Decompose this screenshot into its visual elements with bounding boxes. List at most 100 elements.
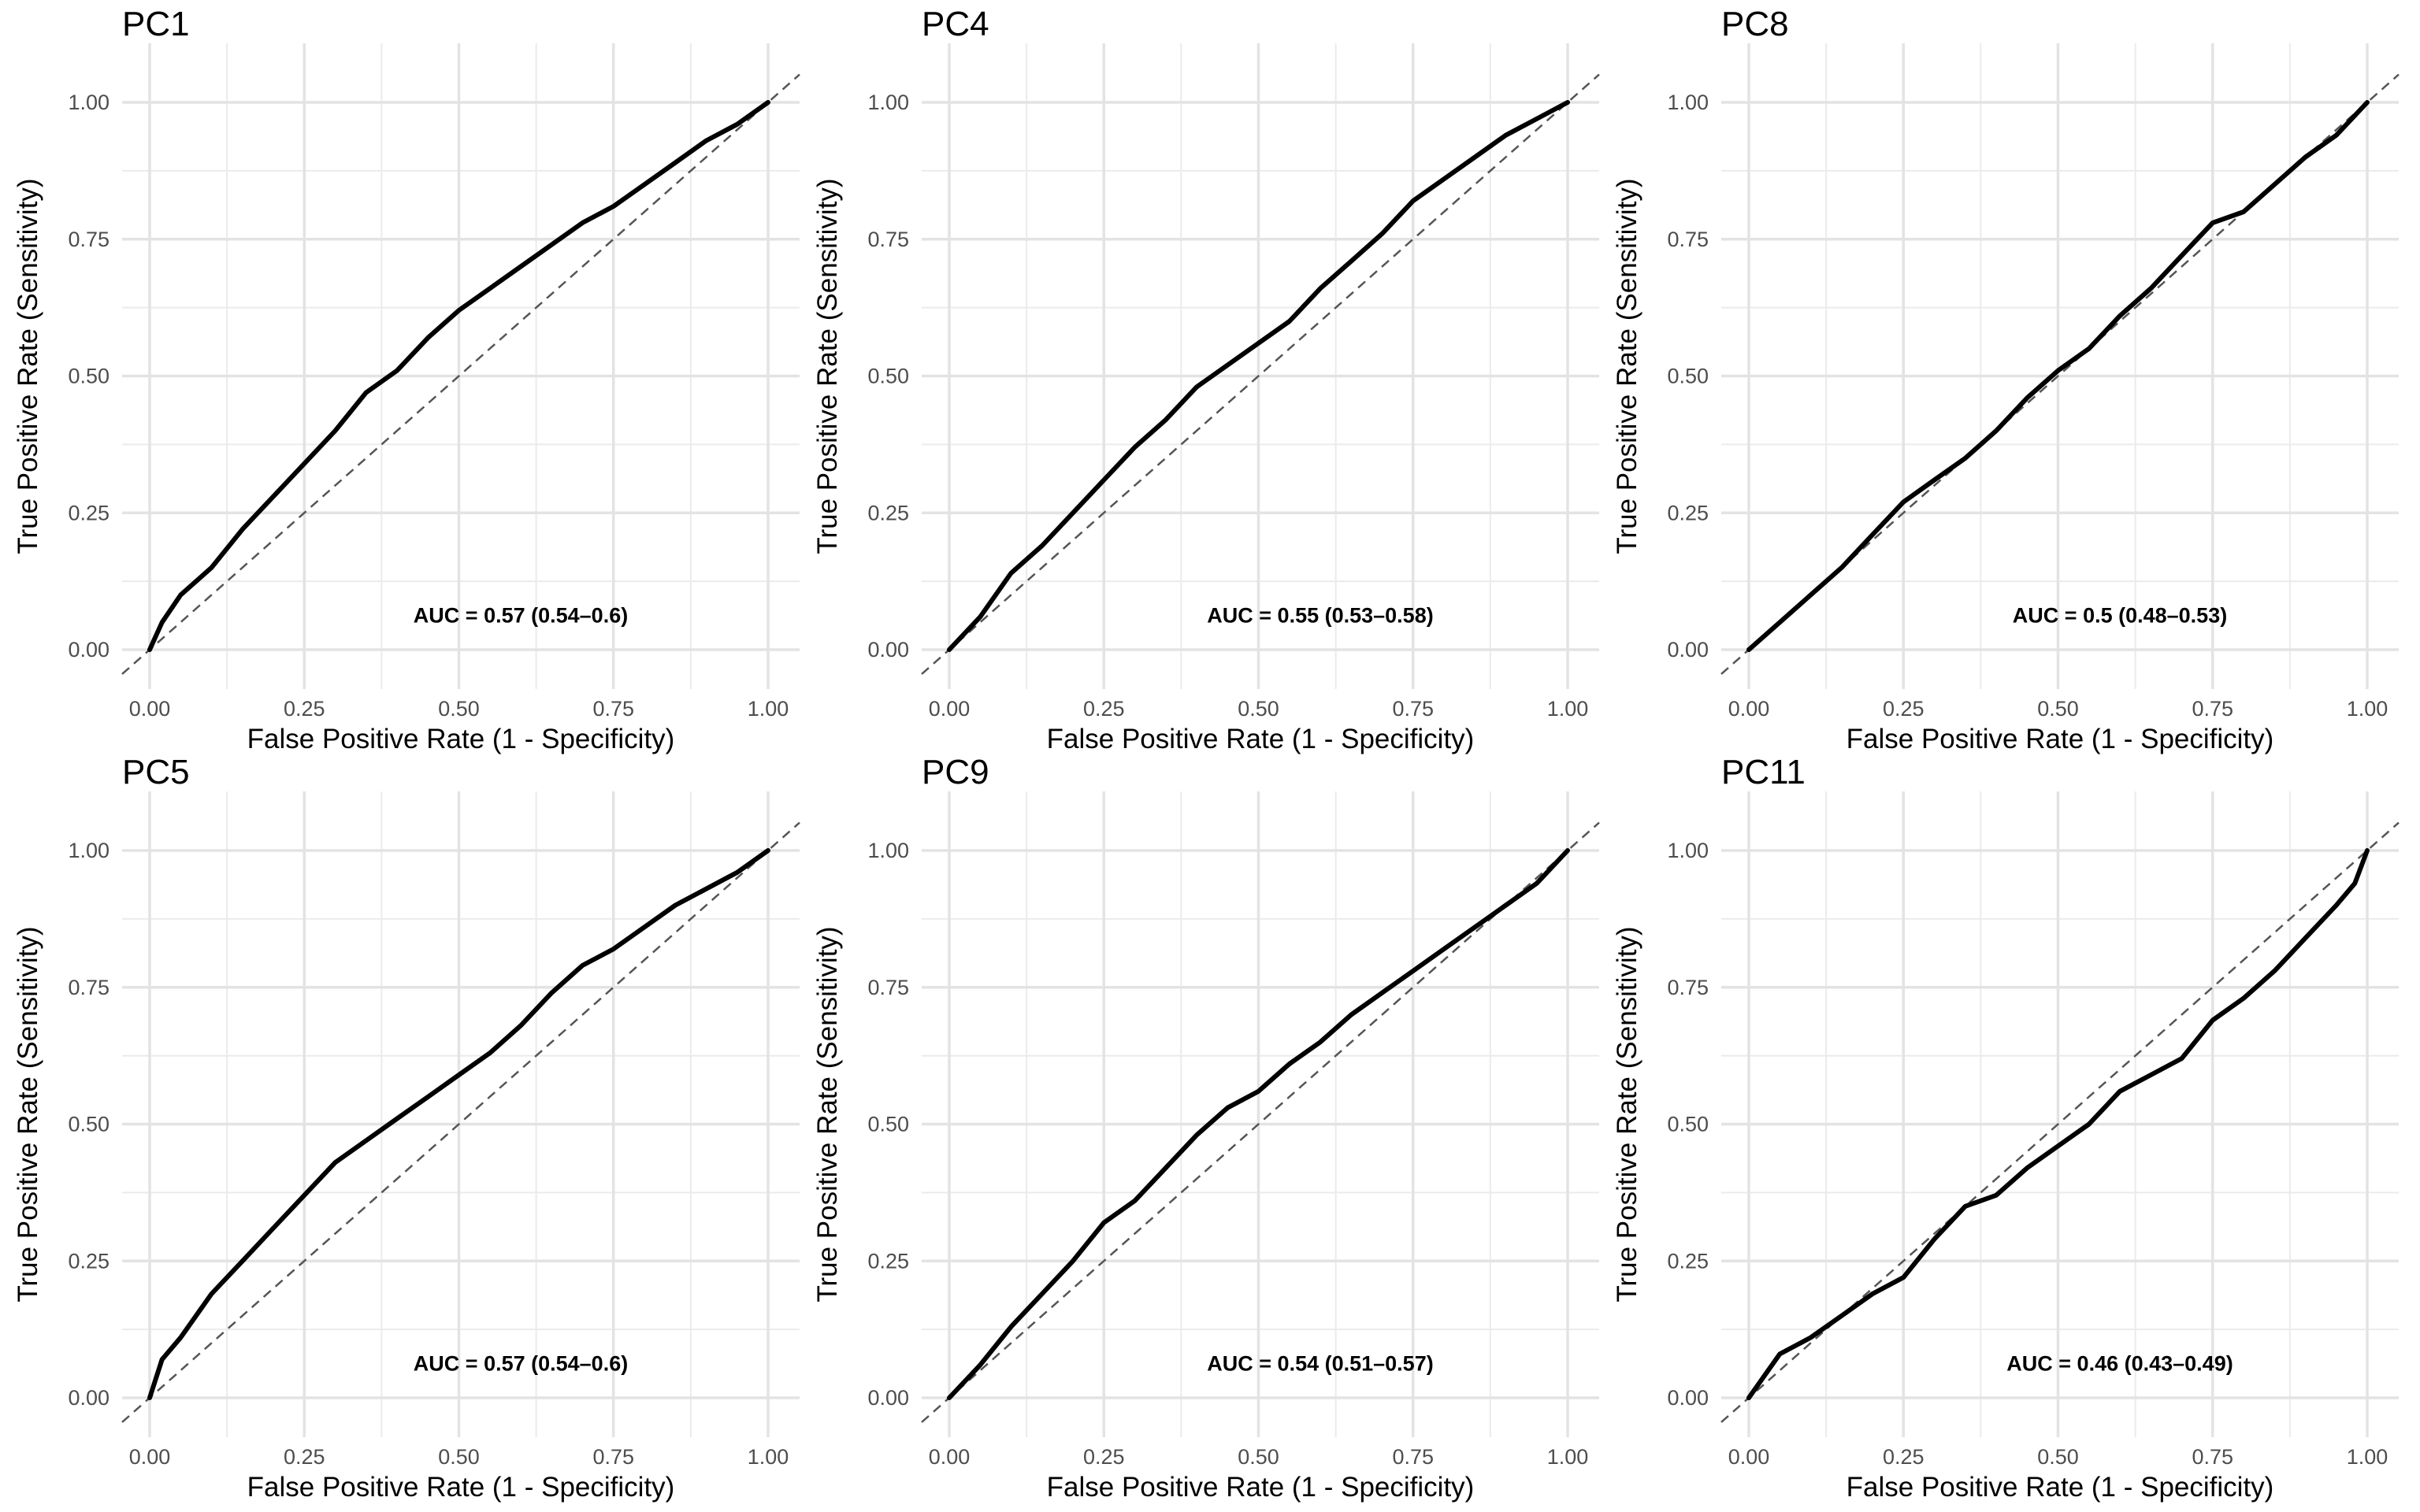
y-tick-label: 0.00 xyxy=(867,638,909,662)
x-tick-label: 0.00 xyxy=(929,697,971,721)
x-tick-label: 1.00 xyxy=(2347,1445,2388,1469)
x-tick-label: 0.75 xyxy=(1392,697,1434,721)
x-tick-label: 0.25 xyxy=(284,697,325,721)
x-axis-title: False Positive Rate (1 - Specificity) xyxy=(247,1472,675,1503)
y-tick-label: 0.50 xyxy=(1667,1113,1709,1136)
y-tick-label: 1.00 xyxy=(68,839,109,862)
roc-panel: PC9 0.00 0.25 0.50 0.75 1.00 0.00 0.25 0.50 0.75 1… xyxy=(812,753,1600,1503)
y-tick-label: 0.25 xyxy=(1667,1249,1709,1273)
y-axis-title: True Positive Rate (Sensitivity) xyxy=(1612,178,1642,554)
auc-annotation: AUC = 0.57 (0.54–0.6) xyxy=(414,1351,628,1375)
y-tick-label: 0.50 xyxy=(68,365,109,388)
panel-title: PC8 xyxy=(1721,5,1789,43)
y-tick-label: 0.50 xyxy=(68,1113,109,1136)
y-tick-label: 1.00 xyxy=(1667,839,1709,862)
y-tick-label: 0.25 xyxy=(1667,501,1709,524)
y-tick-label: 0.75 xyxy=(1667,228,1709,251)
x-tick-label: 0.25 xyxy=(1083,1445,1125,1469)
roc-panel: PC5 0.00 0.25 0.50 0.75 1.00 0.00 0.25 0.50 0.75 1… xyxy=(13,753,800,1503)
x-tick-label: 1.00 xyxy=(1547,1445,1589,1469)
y-tick-label: 0.50 xyxy=(1667,365,1709,388)
x-tick-label: 0.50 xyxy=(1238,697,1279,721)
y-tick-label: 1.00 xyxy=(68,91,109,114)
x-axis-title: False Positive Rate (1 - Specificity) xyxy=(1847,1472,2274,1503)
reference-diagonal-line xyxy=(121,73,800,675)
y-tick-label: 0.25 xyxy=(867,1249,909,1273)
y-tick-label: 0.00 xyxy=(68,638,109,662)
y-tick-label: 0.00 xyxy=(68,1386,109,1410)
auc-annotation: AUC = 0.57 (0.54–0.6) xyxy=(414,603,628,627)
roc-curve xyxy=(147,848,770,1400)
panel-title: PC5 xyxy=(122,753,190,791)
y-tick-label: 0.00 xyxy=(1667,638,1709,662)
y-tick-label: 0.75 xyxy=(867,228,909,251)
x-tick-label: 0.00 xyxy=(129,1445,171,1469)
x-axis-title: False Positive Rate (1 - Specificity) xyxy=(1047,1472,1475,1503)
panel-title: PC11 xyxy=(1721,753,1806,791)
y-axis-title: True Positive Rate (Sensitivity) xyxy=(812,178,843,554)
y-tick-label: 1.00 xyxy=(867,91,909,114)
y-tick-label: 0.75 xyxy=(1667,976,1709,999)
roc-panel: PC8 0.00 0.25 0.50 0.75 1.00 0.00 0.25 0.50 0.75 1… xyxy=(1612,5,2400,754)
reference-diagonal-line xyxy=(921,73,1600,675)
x-tick-label: 0.25 xyxy=(284,1445,325,1469)
x-tick-label: 0.50 xyxy=(2037,697,2079,721)
x-axis-title: False Positive Rate (1 - Specificity) xyxy=(1847,724,2274,754)
roc-curve xyxy=(947,100,1570,652)
y-tick-label: 0.00 xyxy=(1667,1386,1709,1410)
x-tick-label: 0.00 xyxy=(929,1445,971,1469)
x-tick-label: 1.00 xyxy=(2347,697,2388,721)
x-tick-label: 1.00 xyxy=(748,1445,789,1469)
x-tick-label: 0.75 xyxy=(1392,1445,1434,1469)
y-tick-label: 0.00 xyxy=(867,1386,909,1410)
y-tick-label: 0.75 xyxy=(867,976,909,999)
panel-title: PC1 xyxy=(122,5,190,43)
y-tick-label: 0.25 xyxy=(68,1249,109,1273)
roc-panel: PC11 0.00 0.25 0.50 0.75 1.00 0.00 0.25 0.50 0.75… xyxy=(1612,753,2400,1503)
auc-annotation: AUC = 0.55 (0.53–0.58) xyxy=(1207,603,1433,627)
y-tick-label: 1.00 xyxy=(867,839,909,862)
y-axis-title: True Positive Rate (Sensitivity) xyxy=(812,926,843,1302)
y-axis-title: True Positive Rate (Sensitivity) xyxy=(13,926,43,1302)
x-tick-label: 0.50 xyxy=(438,1445,480,1469)
x-tick-label: 0.25 xyxy=(1083,697,1125,721)
y-tick-label: 0.50 xyxy=(867,365,909,388)
y-tick-label: 0.25 xyxy=(867,501,909,524)
x-tick-label: 0.75 xyxy=(592,1445,634,1469)
x-tick-label: 1.00 xyxy=(748,697,789,721)
y-tick-label: 0.25 xyxy=(68,501,109,524)
auc-annotation: AUC = 0.46 (0.43–0.49) xyxy=(2006,1351,2233,1375)
auc-annotation: AUC = 0.54 (0.51–0.57) xyxy=(1207,1351,1433,1375)
y-tick-label: 0.75 xyxy=(68,228,109,251)
x-tick-label: 0.75 xyxy=(592,697,634,721)
x-tick-label: 0.25 xyxy=(1883,1445,1924,1469)
reference-diagonal-line xyxy=(121,821,800,1423)
reference-diagonal-line xyxy=(1720,821,2400,1423)
y-axis-title: True Positive Rate (Sensitivity) xyxy=(13,178,43,554)
y-tick-label: 0.50 xyxy=(867,1113,909,1136)
x-tick-label: 0.00 xyxy=(1728,1445,1770,1469)
y-axis-title: True Positive Rate (Sensitivity) xyxy=(1612,926,1642,1302)
x-tick-label: 0.75 xyxy=(2192,1445,2233,1469)
x-tick-label: 0.00 xyxy=(129,697,171,721)
y-tick-label: 0.75 xyxy=(68,976,109,999)
x-tick-label: 0.75 xyxy=(2192,697,2233,721)
y-tick-label: 1.00 xyxy=(1667,91,1709,114)
x-tick-label: 1.00 xyxy=(1547,697,1589,721)
roc-curve xyxy=(1746,100,2370,652)
x-axis-title: False Positive Rate (1 - Specificity) xyxy=(247,724,675,754)
panel-title: PC4 xyxy=(922,5,989,43)
x-tick-label: 0.50 xyxy=(1238,1445,1279,1469)
reference-diagonal-line xyxy=(921,821,1600,1423)
roc-panel: PC1 0.00 0.25 0.50 0.75 1.00 0.00 0.25 0.50 0.75 1… xyxy=(13,5,800,754)
auc-annotation: AUC = 0.5 (0.48–0.53) xyxy=(2013,603,2227,627)
roc-curve xyxy=(1746,848,2370,1400)
x-tick-label: 0.50 xyxy=(2037,1445,2079,1469)
x-tick-label: 0.25 xyxy=(1883,697,1924,721)
x-tick-label: 0.00 xyxy=(1728,697,1770,721)
roc-curve xyxy=(147,100,770,652)
x-axis-title: False Positive Rate (1 - Specificity) xyxy=(1047,724,1475,754)
panel-title: PC9 xyxy=(922,753,989,791)
roc-panel: PC4 0.00 0.25 0.50 0.75 1.00 0.00 0.25 0.50 0.75 1… xyxy=(812,5,1600,754)
